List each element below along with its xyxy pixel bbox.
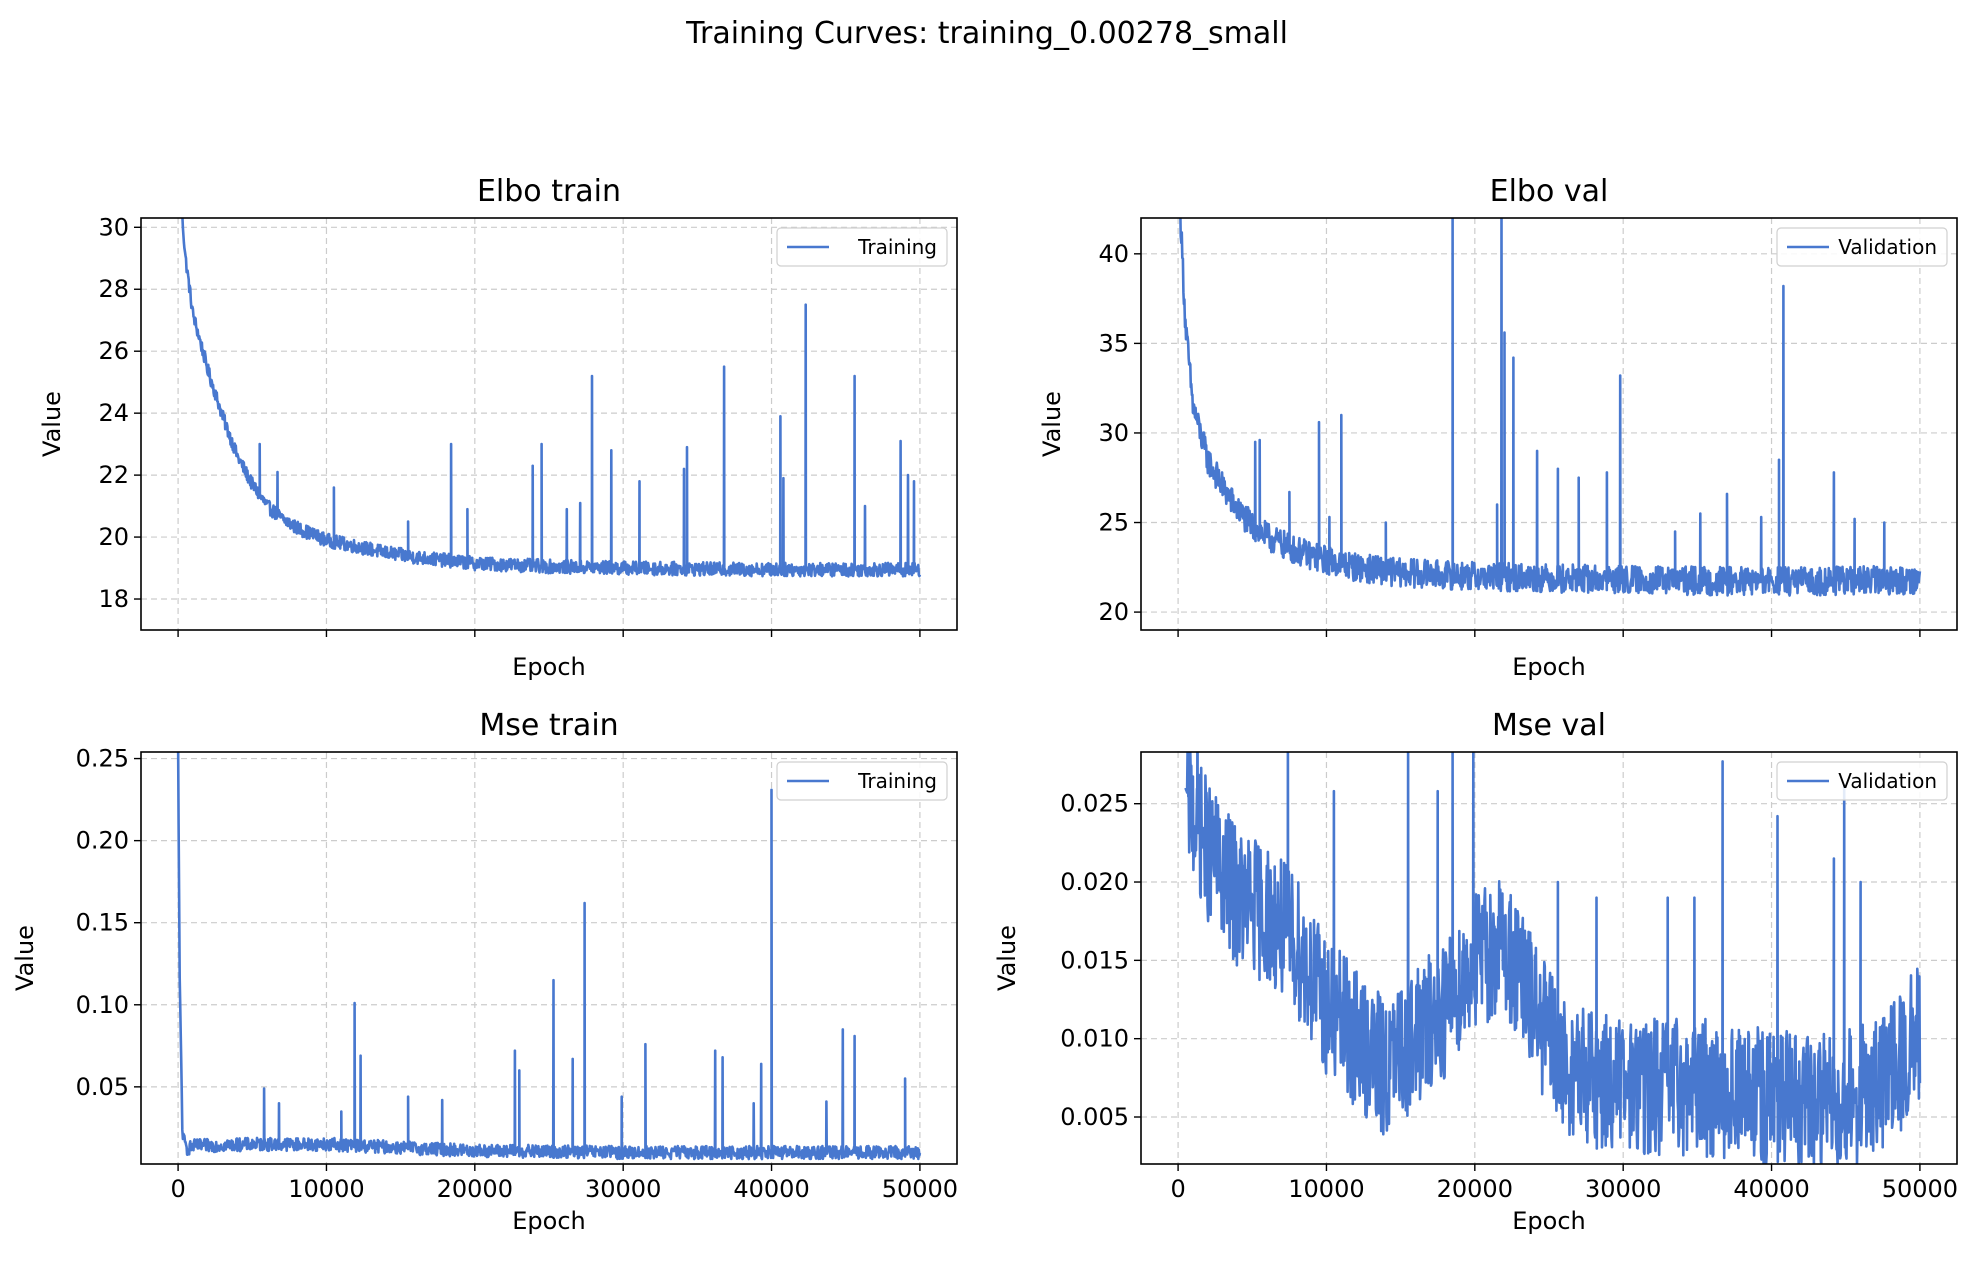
axes-frame [140, 751, 958, 1165]
legend-box [1776, 227, 1948, 267]
legend-box [776, 761, 948, 801]
chart-panel: 0 10000 20000 30000 40000 50000 0.05 0.10 0.15 0.… [11, 708, 958, 1235]
y-tick-label: 20 [1098, 598, 1129, 626]
x-axis-label: Epoch [512, 1207, 586, 1235]
x-tick-label: 10000 [1288, 1175, 1364, 1203]
x-tick-label: 30000 [1585, 1175, 1661, 1203]
y-tick-label: 0.020 [1060, 868, 1129, 896]
legend: Training [776, 227, 948, 267]
y-tick-label: 0.25 [76, 745, 129, 773]
x-tick-label: 30000 [585, 1175, 661, 1203]
x-tick-label: 20000 [1437, 1175, 1513, 1203]
x-axis-label: Epoch [1512, 653, 1586, 681]
legend-label: Validation [1838, 235, 1937, 259]
y-tick-label: 30 [98, 213, 129, 241]
y-tick-label: 18 [98, 585, 129, 613]
y-tick-label: 0.20 [76, 827, 129, 855]
x-tick-label: 40000 [733, 1175, 809, 1203]
y-tick-label: 0.05 [76, 1073, 129, 1101]
axes-frame [1140, 217, 1958, 631]
x-axis-label: Epoch [512, 653, 586, 681]
y-tick-label: 40 [1098, 240, 1129, 268]
y-tick-label: 30 [1098, 419, 1129, 447]
y-tick-label: 0.015 [1060, 946, 1129, 974]
y-tick-label: 20 [98, 523, 129, 551]
series-line [176, 752, 922, 1161]
y-tick-label: 35 [1098, 329, 1129, 357]
chart-panel: 0 10000 20000 30000 40000 50000 0.005 0.010 0.01… [993, 708, 1958, 1235]
x-tick-label: 10000 [288, 1175, 364, 1203]
x-tick-label: 50000 [882, 1175, 958, 1203]
y-tick-label: 25 [1098, 509, 1129, 537]
legend: Validation [1776, 761, 1948, 801]
x-tick-label: 50000 [1882, 1175, 1958, 1203]
y-tick-label: 0.025 [1060, 790, 1129, 818]
chart-title: Mse val [1492, 708, 1606, 743]
legend-label: Validation [1838, 769, 1937, 793]
legend-box [1776, 761, 1948, 801]
y-axis-label: Value [993, 925, 1021, 991]
chart-title: Mse train [479, 708, 618, 743]
legend: Validation [1776, 227, 1948, 267]
y-axis-label: Value [38, 391, 66, 457]
series-line [181, 218, 922, 578]
legend-box [776, 227, 948, 267]
y-tick-label: 28 [98, 275, 129, 303]
figure-title: Training Curves: training_0.00278_small [685, 16, 1288, 51]
series-line [1184, 752, 1922, 1164]
x-tick-label: 0 [1170, 1175, 1185, 1203]
y-axis-label: Value [11, 925, 39, 991]
chart-panel: 18 20 22 24 26 28 30 Elbo train Epoch Value Traini… [38, 174, 958, 681]
axes-frame [140, 217, 958, 631]
x-tick-label: 40000 [1733, 1175, 1809, 1203]
legend-label: Training [857, 235, 937, 259]
y-tick-label: 24 [98, 399, 129, 427]
chart-panel: 20 25 30 35 40 Elbo val Epoch Value Validation [1038, 174, 1958, 681]
chart-title: Elbo train [477, 174, 621, 209]
legend-label: Training [857, 769, 937, 793]
y-tick-label: 0.005 [1060, 1103, 1129, 1131]
y-tick-label: 26 [98, 337, 129, 365]
y-axis-label: Value [1038, 391, 1066, 457]
chart-title: Elbo val [1490, 174, 1609, 209]
x-axis-label: Epoch [1512, 1207, 1586, 1235]
y-tick-label: 22 [98, 461, 129, 489]
y-tick-label: 0.15 [76, 909, 129, 937]
legend: Training [776, 761, 948, 801]
x-tick-label: 0 [170, 1175, 185, 1203]
series-line [1179, 218, 1922, 597]
axes-frame [1140, 751, 1958, 1165]
y-tick-label: 0.010 [1060, 1025, 1129, 1053]
x-tick-label: 20000 [437, 1175, 513, 1203]
y-tick-label: 0.10 [76, 991, 129, 1019]
